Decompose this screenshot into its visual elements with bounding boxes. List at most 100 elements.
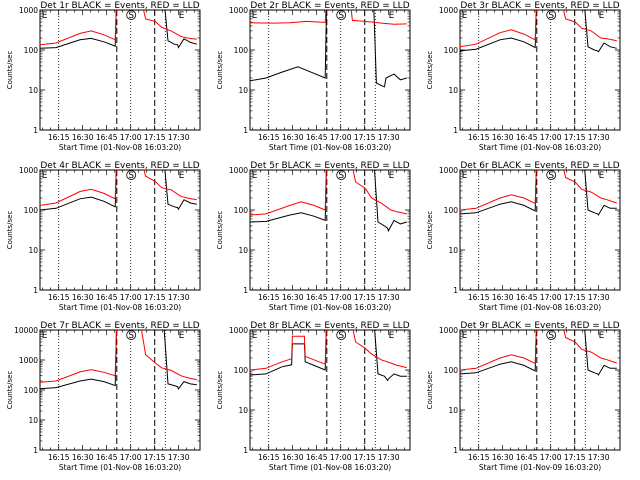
y-tick-label: 10 xyxy=(448,86,458,95)
x-tick-label: 17:30 xyxy=(588,293,610,302)
series-group xyxy=(250,330,407,382)
x-tick-label: 16:45 xyxy=(516,293,538,302)
x-axis-label: Start Time (01-Nov-08 16:03:20) xyxy=(59,143,181,152)
x-tick-label: 17:00 xyxy=(120,293,142,302)
marker-label: S xyxy=(548,171,554,181)
marker-label: E xyxy=(42,171,48,181)
series-events-line xyxy=(164,10,197,49)
panel-det-9: Det 9r BLACK = Events, RED = LLD 1 10 100 10… xyxy=(426,321,621,472)
marker-label: E xyxy=(462,11,468,21)
x-tick-label: 17:15 xyxy=(354,133,376,142)
x-tick-label: 17:15 xyxy=(564,293,586,302)
x-axis-label: Start Time (01-Nov-08 16:03:20) xyxy=(269,143,391,152)
y-tick-label: 1000 xyxy=(229,326,248,335)
series-events-line xyxy=(250,330,327,376)
x-tick-label: 16:30 xyxy=(282,453,304,462)
series-lld-line xyxy=(40,10,117,46)
panel-title: Det 1r BLACK = Events, RED = LLD xyxy=(40,1,199,11)
y-tick-label: 100 xyxy=(234,206,249,215)
x-tick-label: 16:45 xyxy=(306,133,328,142)
series-events-line xyxy=(40,10,117,49)
x-tick-label: 17:15 xyxy=(564,453,586,462)
series-lld-line xyxy=(563,10,617,42)
series-events-line xyxy=(40,170,117,211)
series-lld-line xyxy=(143,170,197,201)
panel-title: Det 5r BLACK = Events, RED = LLD xyxy=(250,161,409,171)
y-axis-label: Counts/sec xyxy=(216,211,224,250)
x-tick-label: 17:30 xyxy=(168,453,190,462)
marker-label: E xyxy=(462,331,468,341)
series-events-line xyxy=(460,330,537,375)
marker-label: S xyxy=(338,171,344,181)
plot-frame xyxy=(249,329,411,451)
marker-circle xyxy=(546,330,557,340)
series-lld-line xyxy=(563,330,617,364)
series-events-line xyxy=(250,170,327,223)
marker-label: E xyxy=(179,331,185,341)
x-axis-label: Start Time (01-Nov-09 16:03:20) xyxy=(479,463,601,472)
x-tick-label: 17:00 xyxy=(540,453,562,462)
series-events-line xyxy=(250,10,327,82)
series-events-line xyxy=(164,170,197,211)
y-tick-label: 10 xyxy=(28,246,38,255)
marker-label: E xyxy=(389,171,395,181)
x-tick-label: 17:30 xyxy=(378,133,400,142)
x-tick-label: 17:30 xyxy=(378,293,400,302)
series-lld-line xyxy=(460,10,537,48)
y-axis-label: Counts/sec xyxy=(6,211,14,250)
series-events-line xyxy=(373,10,407,88)
panel-det-4: Det 4r BLACK = Events, RED = LLD 1 10 100 10… xyxy=(6,161,201,312)
series-lld-line xyxy=(460,330,537,371)
marker-circle xyxy=(336,330,347,340)
marker-label: E xyxy=(252,331,258,341)
x-tick-label: 16:30 xyxy=(72,293,94,302)
x-tick-label: 16:30 xyxy=(492,453,514,462)
y-tick-label: 1000 xyxy=(229,6,248,15)
marker-label: E xyxy=(179,171,185,181)
plot-frame xyxy=(459,9,621,131)
series-events-line xyxy=(460,10,537,52)
series-events-line xyxy=(584,330,617,376)
marker-label: E xyxy=(462,171,468,181)
y-tick-label: 1000 xyxy=(229,166,248,175)
marker-label: E xyxy=(179,11,185,21)
panel-title: Det 8r BLACK = Events, RED = LLD xyxy=(250,321,409,331)
panel-det-2: Det 2r BLACK = Events, RED = LLD 1 10 100 10… xyxy=(216,1,411,152)
marker-label: S xyxy=(338,11,344,21)
x-tick-label: 16:30 xyxy=(72,133,94,142)
series-lld-line xyxy=(141,330,197,381)
panel-title: Det 2r BLACK = Events, RED = LLD xyxy=(250,1,409,11)
y-tick-label: 1 xyxy=(243,286,248,295)
x-tick-label: 17:15 xyxy=(144,453,166,462)
y-axis-label: Counts/sec xyxy=(6,371,14,410)
x-tick-label: 16:15 xyxy=(258,453,280,462)
x-tick-label: 16:30 xyxy=(72,453,94,462)
series-lld-line xyxy=(563,170,617,204)
y-tick-label: 10 xyxy=(238,406,248,415)
x-tick-label: 16:45 xyxy=(516,133,538,142)
y-tick-label: 1 xyxy=(243,446,248,455)
y-axis-label: Counts/sec xyxy=(6,51,14,90)
series-events-line xyxy=(40,330,117,390)
series-lld-line xyxy=(460,170,537,211)
y-tick-label: 100 xyxy=(24,206,39,215)
x-tick-label: 17:00 xyxy=(330,293,352,302)
y-tick-label: 1 xyxy=(33,126,38,135)
series-lld-line xyxy=(352,330,407,369)
y-tick-label: 1 xyxy=(453,446,458,455)
x-tick-label: 16:45 xyxy=(306,293,328,302)
x-tick-label: 16:15 xyxy=(468,133,490,142)
series-events-line xyxy=(584,170,617,216)
y-tick-label: 100 xyxy=(444,206,459,215)
series-group xyxy=(460,330,617,376)
marker-circle xyxy=(126,10,137,20)
series-lld-line xyxy=(143,10,197,40)
y-tick-label: 1 xyxy=(33,286,38,295)
series-events-line xyxy=(373,170,407,233)
x-axis-label: Start Time (01-Nov-08 16:03:20) xyxy=(479,143,601,152)
plot-frame xyxy=(459,329,621,451)
series-group xyxy=(250,170,407,233)
x-tick-label: 16:15 xyxy=(468,453,490,462)
y-tick-label: 10 xyxy=(238,86,248,95)
series-events-line xyxy=(460,170,537,215)
